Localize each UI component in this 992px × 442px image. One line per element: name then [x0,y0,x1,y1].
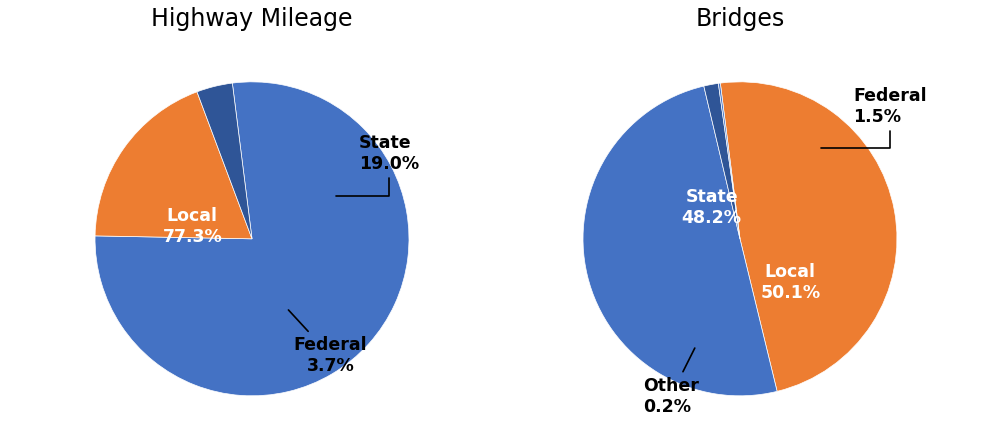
Text: State
19.0%: State 19.0% [336,134,419,196]
Wedge shape [197,83,252,239]
Wedge shape [718,83,740,239]
Text: State
48.2%: State 48.2% [682,188,742,227]
Title: Highway Mileage: Highway Mileage [151,7,353,31]
Text: Federal
3.7%: Federal 3.7% [289,310,367,375]
Wedge shape [95,82,409,396]
Wedge shape [95,92,252,239]
Wedge shape [720,82,897,391]
Text: Federal
1.5%: Federal 1.5% [821,87,927,148]
Wedge shape [703,84,740,239]
Text: Other
0.2%: Other 0.2% [643,348,698,416]
Text: Local
77.3%: Local 77.3% [163,207,222,246]
Text: Local
50.1%: Local 50.1% [760,263,820,302]
Wedge shape [583,86,777,396]
Title: Bridges: Bridges [695,7,785,31]
